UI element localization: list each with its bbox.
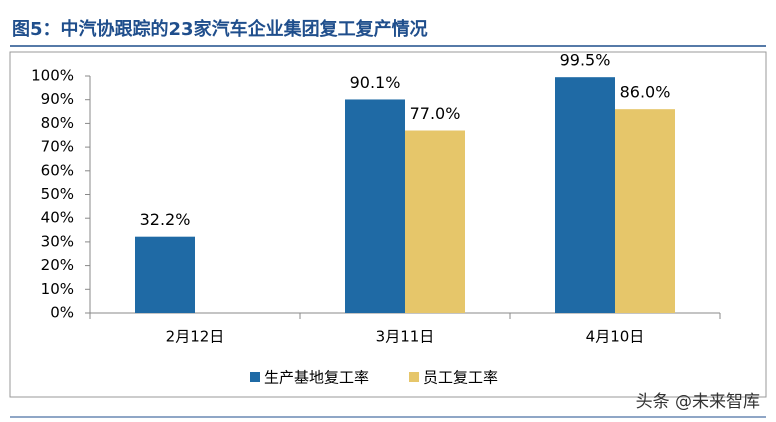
value-label: 32.2% bbox=[140, 210, 191, 229]
bar bbox=[345, 99, 405, 313]
y-tick-label: 90% bbox=[41, 90, 74, 108]
y-tick-label: 20% bbox=[41, 256, 74, 274]
y-tick-label: 70% bbox=[41, 138, 74, 156]
x-tick-label: 4月10日 bbox=[586, 328, 645, 346]
value-label: 77.0% bbox=[410, 104, 461, 123]
y-tick-label: 60% bbox=[41, 161, 74, 179]
legend-label: 员工复工率 bbox=[423, 369, 498, 387]
bar bbox=[615, 109, 675, 314]
y-tick-label: 40% bbox=[41, 209, 74, 227]
x-tick-label: 3月11日 bbox=[376, 328, 435, 346]
bar bbox=[135, 236, 195, 313]
y-tick-label: 30% bbox=[41, 232, 74, 250]
watermark: 头条 @未来智库 bbox=[636, 392, 760, 412]
y-tick-label: 100% bbox=[31, 67, 74, 85]
y-tick-label: 10% bbox=[41, 280, 74, 298]
y-tick-label: 0% bbox=[50, 304, 74, 322]
legend-swatch bbox=[409, 372, 420, 382]
y-tick-label: 50% bbox=[41, 185, 74, 203]
bar bbox=[555, 77, 615, 313]
x-tick-label: 2月12日 bbox=[166, 328, 225, 346]
legend-label: 生产基地复工率 bbox=[264, 369, 369, 387]
chart-frame bbox=[9, 51, 767, 398]
value-label: 86.0% bbox=[620, 83, 671, 102]
chart-title: 图5：中汽协跟踪的23家汽车企业集团复工复产情况 bbox=[12, 18, 428, 40]
legend-swatch bbox=[250, 372, 260, 382]
y-tick-label: 80% bbox=[41, 114, 74, 132]
bar bbox=[405, 130, 465, 313]
value-label: 90.1% bbox=[350, 73, 401, 92]
value-label: 99.5% bbox=[560, 51, 611, 70]
